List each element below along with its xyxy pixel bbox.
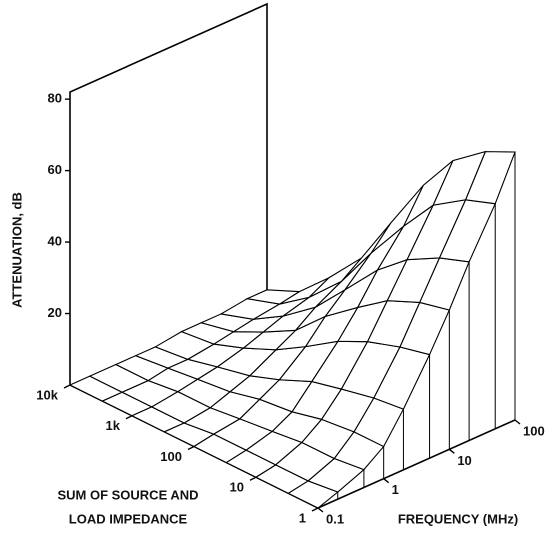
x-tick-label: 100 [523,423,545,438]
x-tick [448,448,455,454]
y-tick [311,507,319,512]
surface-cell [464,151,516,205]
x-axis-label: FREQUENCY (MHz) [398,511,518,526]
z-tick-label: 20 [48,305,62,320]
x-tick-label: 10 [457,453,471,468]
y-tick [63,384,71,389]
y-tick [125,415,133,420]
x-tick [317,507,324,513]
y-tick [187,445,195,451]
y-tick-label: 100 [160,449,182,464]
x-tick-label: 0.1 [326,511,344,526]
y-axis-label-line: LOAD IMPEDANCE [69,511,188,526]
y-tick-label: 10k [36,387,58,402]
z-tick-label: 40 [48,234,62,249]
x-tick [383,478,390,484]
z-tick-label: 80 [48,91,62,106]
y-tick-label: 10 [230,480,244,495]
x-axis-line [317,419,516,509]
x-tick-label: 1 [392,482,399,497]
y-tick [249,476,257,481]
z-axis-label: ATTENUATION, dB [9,192,24,308]
y-axis-label-line: SUM OF SOURCE AND [57,487,198,502]
y-tick-label: 1k [106,418,121,433]
y-tick-label: 1 [299,510,306,525]
back-wall [69,2,268,385]
x-tick [514,419,521,425]
z-tick-label: 60 [48,162,62,177]
